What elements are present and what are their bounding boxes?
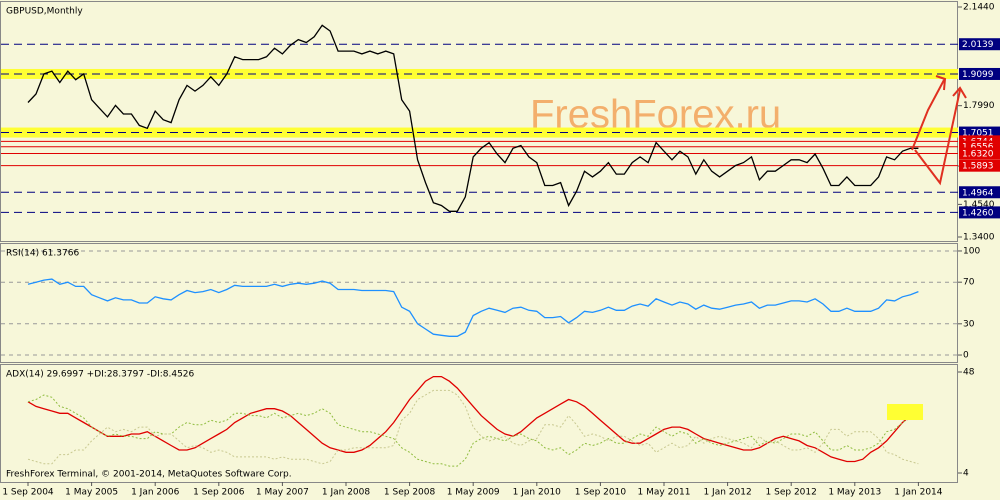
level-label: 1.6320	[962, 149, 994, 159]
x-tick-label: 1 May 2009	[447, 488, 500, 498]
series-line	[27, 24, 919, 212]
layers: 2.14401.79901.58801.45401.3400FreshForex…	[1, 3, 1000, 498]
price-panel	[0, 1, 958, 242]
arrow-head	[952, 86, 967, 99]
level-label: 2.0139	[962, 40, 994, 50]
y-tick-label: 1.3400	[963, 232, 995, 242]
footer: FreshForex Terminal, © 2001-2014, MetaQu…	[6, 470, 292, 480]
y-tick-label: 48	[963, 368, 975, 378]
y-tick-label: 30	[963, 319, 975, 329]
panel-title: GBPUSD,Monthly	[6, 7, 83, 17]
level-label-box	[959, 38, 1000, 51]
y-tick-label: 1.4540	[963, 200, 995, 210]
level-label: 1.4260	[962, 208, 994, 218]
panel-title: RSI(14) 61.3766	[6, 249, 79, 259]
level-label-box	[959, 206, 1000, 219]
x-tick-label: 1 Jan 2008	[322, 488, 370, 498]
y-tick-label: 0	[963, 351, 969, 361]
level-band	[1, 127, 958, 138]
forecast-arrows	[911, 75, 967, 186]
y-tick-label: 2.1440	[963, 3, 995, 13]
highlight-box	[887, 404, 923, 420]
y-tick-label: 100	[963, 246, 980, 256]
x-tick-label: 1 Jan 2010	[513, 488, 561, 498]
series-line	[27, 278, 919, 337]
y-tick-label: 70	[963, 278, 975, 288]
arrow	[911, 79, 945, 151]
level-label: 1.7051	[962, 129, 994, 139]
x-tick-label: 1 May 2011	[638, 488, 691, 498]
x-tick-label: 1 Sep 2006	[193, 488, 245, 498]
x-tick-label: 1 Jan 2012	[703, 488, 751, 498]
x-tick-label: 1 Sep 2010	[575, 488, 627, 498]
rsi-panel	[0, 243, 958, 363]
x-tick-label: 1 May 2013	[828, 488, 881, 498]
level-band	[1, 68, 958, 79]
level-label-box	[959, 159, 1000, 172]
x-tick-label: 1 Sep 2004	[2, 488, 54, 498]
x-tick-label: 1 Jan 2014	[894, 488, 942, 498]
x-tick-label: 1 May 2007	[256, 488, 309, 498]
panel-title: ADX(14) 29.6997 +DI:28.3797 -DI:8.4526	[6, 370, 195, 380]
y-tick-label: 1.7990	[963, 101, 995, 111]
x-tick-label: 1 Sep 2008	[384, 488, 436, 498]
level-label: 1.4964	[962, 188, 994, 198]
level-label: 1.9099	[962, 70, 994, 80]
adx-panel	[0, 364, 958, 483]
level-label-box	[959, 186, 1000, 199]
series-line	[27, 394, 919, 467]
x-tick-label: 1 Jan 2006	[131, 488, 179, 498]
arrow-head	[935, 75, 947, 91]
arrow	[914, 89, 961, 186]
level-label-box	[959, 147, 1000, 160]
y-tick-label: 4	[963, 469, 969, 479]
level-label-box	[959, 67, 1000, 80]
series-line	[27, 389, 919, 465]
level-label: 1.5893	[962, 162, 994, 172]
x-tick-label: 1 Sep 2012	[766, 488, 817, 498]
x-tick-label: 1 May 2005	[65, 488, 118, 498]
